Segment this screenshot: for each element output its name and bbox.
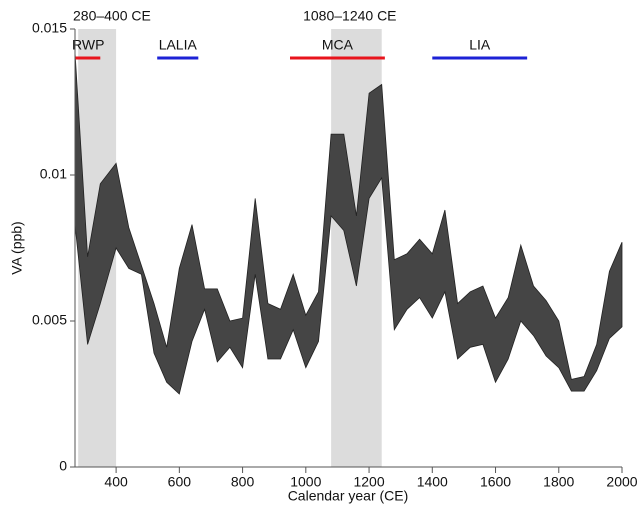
x-tick-label: 400 — [104, 474, 128, 490]
period-label: RWP — [72, 37, 104, 53]
x-tick-label: 1000 — [290, 474, 321, 490]
y-tick-label: 0.015 — [32, 20, 67, 36]
y-axis-label: VA (ppb) — [9, 221, 25, 274]
x-tick-label: 800 — [231, 474, 255, 490]
period-label: LALIA — [159, 37, 198, 53]
period-label: LIA — [469, 37, 491, 53]
y-tick-label: 0 — [59, 458, 67, 474]
x-tick-label: 2000 — [606, 474, 637, 490]
uncertainty-band — [74, 52, 623, 395]
x-tick-label: 600 — [168, 474, 192, 490]
y-tick-label: 0.005 — [32, 312, 67, 328]
x-tick-label: 1600 — [480, 474, 511, 490]
shaded-label: 280–400 CE — [73, 8, 151, 24]
x-axis-label: Calendar year (CE) — [288, 488, 409, 504]
period-label: MCA — [322, 37, 354, 53]
shaded-label: 1080–1240 CE — [303, 8, 396, 24]
x-tick-label: 1400 — [417, 474, 448, 490]
x-tick-label: 1200 — [353, 474, 384, 490]
x-tick-label: 1800 — [543, 474, 574, 490]
y-tick-label: 0.01 — [40, 166, 67, 182]
